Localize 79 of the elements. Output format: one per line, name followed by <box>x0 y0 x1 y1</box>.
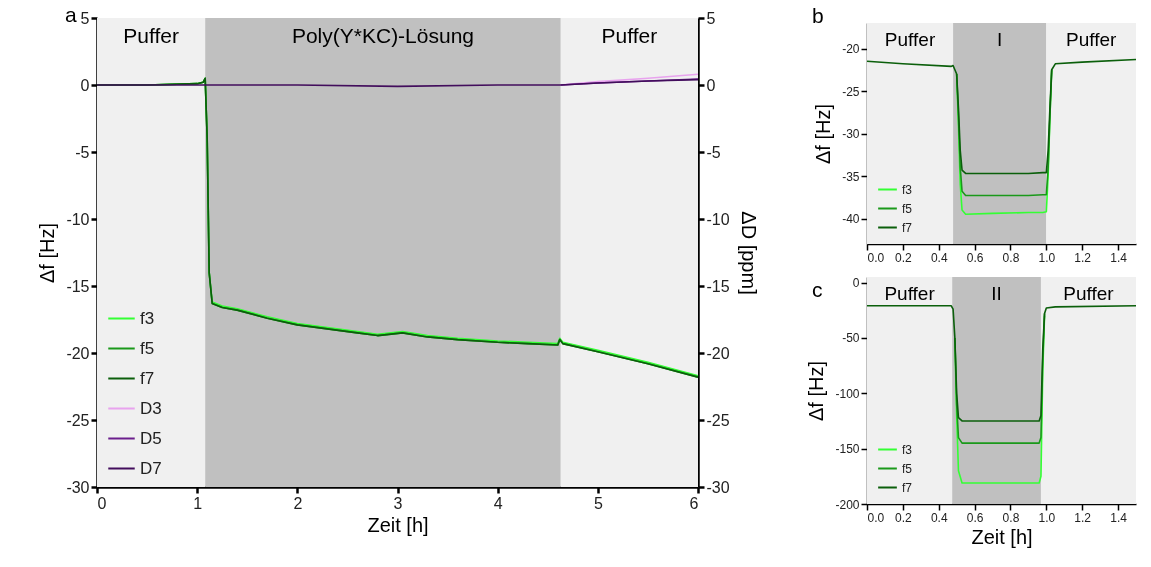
x-tick-label: 0.4 <box>930 510 948 525</box>
x-tick-label: 0.2 <box>895 510 913 525</box>
x-tick-label: 0.4 <box>930 250 948 265</box>
y-tick-label: -200 <box>835 497 860 512</box>
y2-tick-label: -10 <box>706 210 730 228</box>
legend-label: f3 <box>140 308 155 328</box>
y-tick-label: -40 <box>842 212 860 226</box>
x-tick-label: 0.6 <box>966 250 984 265</box>
y-axis-title: Δf [Hz] <box>36 222 59 284</box>
x-tick-label: 0.0 <box>867 250 885 265</box>
x-tick-label: 2 <box>293 494 303 512</box>
y-axis-title: Δf [Hz] <box>805 360 828 422</box>
band-label: Puffer <box>123 24 179 47</box>
legend-label: f7 <box>902 480 913 495</box>
text: c <box>812 278 823 302</box>
y-tick-label: -20 <box>66 344 90 362</box>
legend-label: f7 <box>140 368 155 388</box>
band-label: Puffer <box>601 24 658 47</box>
x-tick-label: 1.2 <box>1074 510 1092 525</box>
band-label: I <box>997 29 1003 50</box>
band-label: Puffer <box>884 283 936 304</box>
y-tick-label: -30 <box>842 127 860 141</box>
x-tick-label: 1.0 <box>1038 510 1056 525</box>
y-tick-label: 5 <box>80 9 90 27</box>
legend-label: D3 <box>140 398 162 418</box>
x-tick-label: 1.2 <box>1074 250 1092 265</box>
y-tick-label: -25 <box>842 84 860 99</box>
y2-axis-title: ΔD [ppm] <box>737 211 760 295</box>
y2-tick-label: 0 <box>706 76 716 94</box>
legend-label: f3 <box>902 182 913 197</box>
x-tick-label: 1 <box>193 494 203 512</box>
x-axis-title: Zeit [h] <box>971 525 1033 548</box>
y2-tick-label: -15 <box>706 277 730 295</box>
y2-tick-label: -30 <box>706 478 730 496</box>
text: b <box>812 4 824 28</box>
legend-label: D7 <box>140 458 162 478</box>
band-label: Puffer <box>884 29 936 50</box>
x-tick-label: 3 <box>393 494 403 512</box>
legend-label: f7 <box>902 220 913 235</box>
x-tick-label: 0.8 <box>1002 250 1020 265</box>
legend-label: D5 <box>140 428 162 448</box>
y-tick-label: -50 <box>842 331 860 346</box>
y-axis-title: Δf [Hz] <box>812 103 835 165</box>
legend-label: f5 <box>902 461 913 476</box>
x-tick-label: 6 <box>689 494 699 512</box>
legend-label: f3 <box>902 442 913 457</box>
y-tick-label: 0 <box>852 276 860 291</box>
x-tick-label: 4 <box>493 494 503 512</box>
y-tick-label: -35 <box>842 169 860 184</box>
band-label: Puffer <box>1063 283 1115 304</box>
text: a <box>65 3 77 27</box>
band-label: Poly(Y*KC)-Lösung <box>291 24 475 47</box>
x-tick-label: 0 <box>97 494 107 512</box>
y-tick-label: -20 <box>842 42 860 56</box>
y-tick-label: -100 <box>835 386 860 401</box>
y2-tick-label: -25 <box>706 411 730 429</box>
x-tick-label: 1.4 <box>1110 250 1128 265</box>
x-axis-title: Zeit [h] <box>367 513 429 536</box>
x-tick-label: 0.0 <box>867 510 885 525</box>
y-tick-label: 0 <box>80 76 90 94</box>
x-tick-label: 1.4 <box>1110 510 1128 525</box>
x-tick-label: 0.2 <box>895 250 913 265</box>
y-tick-label: -5 <box>75 143 90 161</box>
band-label: II <box>991 283 1002 304</box>
x-tick-label: 0.6 <box>966 510 984 525</box>
x-tick-label: 0.8 <box>1002 510 1020 525</box>
y-tick-label: -150 <box>835 442 860 457</box>
band-label: Puffer <box>1065 29 1118 50</box>
y-tick-label: -10 <box>66 210 90 228</box>
y2-tick-label: -5 <box>706 143 721 161</box>
x-tick-label: 1.0 <box>1038 250 1056 265</box>
y-tick-label: -30 <box>66 478 90 496</box>
x-tick-label: 5 <box>593 494 603 512</box>
y-tick-label: -25 <box>66 411 90 429</box>
legend-label: f5 <box>140 338 155 358</box>
y-tick-label: -15 <box>66 277 90 295</box>
legend-label: f5 <box>902 201 913 216</box>
y2-tick-label: -20 <box>706 344 730 362</box>
y2-tick-label: 5 <box>706 9 716 27</box>
